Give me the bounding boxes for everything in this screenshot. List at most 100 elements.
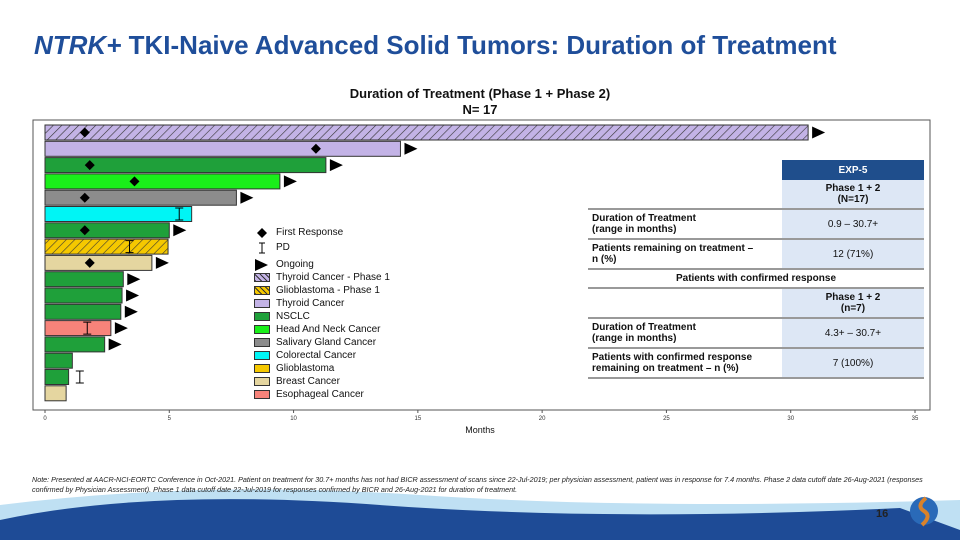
row-label: n (%) <box>592 254 617 265</box>
ongoing-marker <box>240 191 254 204</box>
legend-label: Head And Neck Cancer <box>276 324 381 335</box>
bar-row <box>44 157 343 174</box>
bar <box>44 385 67 402</box>
bar-row <box>44 385 67 402</box>
legend-label: Thyroid Cancer <box>276 298 345 309</box>
bar <box>44 222 170 239</box>
pd-marker <box>125 240 134 254</box>
legend-swatch <box>254 351 270 360</box>
x-tick-label: 5 <box>168 416 172 422</box>
legend-item: Salivary Gland Cancer <box>254 336 390 349</box>
row-label: Duration of Treatment <box>592 322 696 333</box>
x-tick-label: 20 <box>539 416 546 422</box>
ongoing-marker <box>283 175 297 188</box>
legend-item: Thyroid Cancer <box>254 297 390 310</box>
legend-swatch <box>254 338 270 347</box>
bar-row <box>44 173 297 190</box>
bar <box>44 157 327 174</box>
legend-label: PD <box>276 242 290 253</box>
legend-first-response: First Response <box>254 226 390 239</box>
first-response-marker <box>310 143 321 154</box>
x-axis-label: Months <box>465 425 495 435</box>
page-number: 16 <box>876 508 889 520</box>
diamond-icon <box>254 227 270 238</box>
pd-bar-icon <box>254 242 270 254</box>
bar-hatch <box>45 239 169 255</box>
legend-item: Glioblastoma <box>254 362 390 375</box>
bar <box>44 189 237 206</box>
legend-item: Head And Neck Cancer <box>254 323 390 336</box>
bar-row <box>44 303 138 320</box>
first-response-marker <box>84 160 95 171</box>
table-row: Patients remaining on treatment – n (%) 12… <box>588 239 924 270</box>
bar-row <box>44 287 140 304</box>
ongoing-marker <box>114 322 128 335</box>
table-row: Duration of Treatment (range in months) 4.… <box>588 318 924 349</box>
x-tick-label: 15 <box>415 416 422 422</box>
legend-ongoing: Ongoing <box>254 258 390 271</box>
legend-label: Colorectal Cancer <box>276 350 357 361</box>
bar-row <box>44 206 193 222</box>
bar <box>44 303 122 320</box>
legend-swatch <box>254 390 270 399</box>
ongoing-marker <box>173 224 187 237</box>
bar-row <box>44 271 141 288</box>
pd-marker <box>75 370 84 384</box>
bar <box>44 206 193 222</box>
bar-hatch <box>45 125 809 140</box>
bar <box>44 287 123 304</box>
ongoing-marker <box>108 338 122 351</box>
row-value: 0.9 – 30.7+ <box>782 209 924 240</box>
legend-swatch <box>254 312 270 321</box>
bar <box>44 320 112 337</box>
ongoing-marker <box>127 273 141 286</box>
table-row: Duration of Treatment (range in months) 0.… <box>588 209 924 240</box>
legend-item: Colorectal Cancer <box>254 349 390 362</box>
first-response-marker <box>79 127 90 138</box>
first-response-marker <box>79 225 90 236</box>
legend-label: Thyroid Cancer - Phase 1 <box>276 272 390 283</box>
legend-item: Breast Cancer <box>254 375 390 388</box>
ongoing-marker <box>812 126 826 139</box>
chart-legend: First Response PD Ongoing Thyroid Cancer… <box>254 226 390 401</box>
row-label: Patients with confirmed response <box>592 352 753 363</box>
bar <box>44 369 70 385</box>
col-header: Phase 1 + 2 (N=17) <box>782 180 924 210</box>
ongoing-marker <box>329 159 343 172</box>
row-value: 12 (71%) <box>782 239 924 270</box>
pd-marker <box>175 207 184 221</box>
table-header: EXP-5 <box>782 160 924 180</box>
table-row: Patients with confirmed response remainin… <box>588 348 924 379</box>
legend-swatch <box>254 377 270 386</box>
legend-label: Ongoing <box>276 259 314 270</box>
bar <box>44 173 281 190</box>
bar <box>44 352 73 369</box>
x-tick-label: 35 <box>912 416 919 422</box>
bar-row <box>44 222 187 239</box>
col-header-label: Phase 1 + 2 <box>825 183 881 194</box>
chart-title: Duration of Treatment (Phase 1 + Phase 2… <box>0 86 960 118</box>
x-tick-label: 10 <box>290 416 297 422</box>
legend-swatch <box>254 299 270 308</box>
ongoing-marker <box>404 142 418 155</box>
legend-item: Esophageal Cancer <box>254 388 390 401</box>
title-italic: NTRK+ <box>34 30 122 60</box>
legend-label: Glioblastoma - Phase 1 <box>276 285 380 296</box>
first-response-marker <box>84 257 95 268</box>
legend-label: Esophageal Cancer <box>276 389 364 400</box>
row-value: 7 (100%) <box>782 348 924 379</box>
company-logo <box>910 496 938 527</box>
col-header-label: Phase 1 + 2 <box>825 292 881 303</box>
legend-swatch <box>254 325 270 334</box>
ongoing-marker <box>155 256 169 269</box>
legend-label: Breast Cancer <box>276 376 340 387</box>
legend-label: Salivary Gland Cancer <box>276 337 377 348</box>
row-value: 4.3+ – 30.7+ <box>782 318 924 349</box>
ongoing-marker <box>126 289 140 302</box>
bar-row <box>44 140 418 157</box>
col-header-n: (n=7) <box>840 303 866 314</box>
bar-row <box>44 124 826 141</box>
footer-wave-dark <box>0 499 960 540</box>
legend-pd: PD <box>254 241 390 254</box>
